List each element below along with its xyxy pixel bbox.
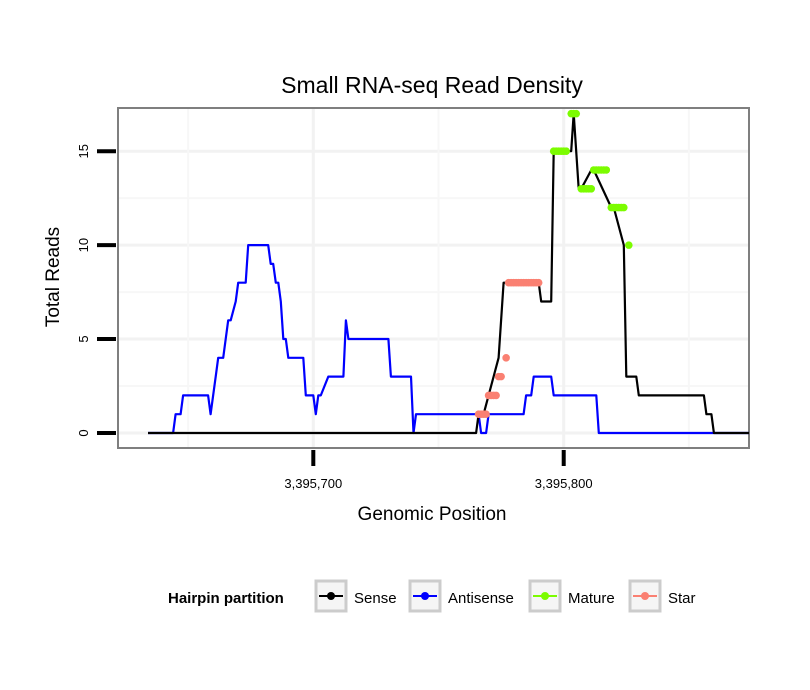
y-tick-label: 5	[76, 335, 91, 342]
x-tick-label: 3,395,800	[535, 476, 593, 491]
legend-key-point	[327, 592, 335, 600]
legend-entry-sense: Sense	[314, 579, 397, 613]
series-points	[474, 109, 633, 418]
legend-label-star: Star	[668, 590, 696, 607]
legend-label-mature: Mature	[568, 590, 615, 607]
data-point-star	[502, 354, 510, 362]
data-point-mature	[625, 241, 633, 249]
data-point-mature	[562, 147, 571, 156]
y-axis-title: Total Reads	[43, 227, 64, 327]
legend-entry-antisense: Antisense	[408, 579, 514, 613]
legend-label-sense: Sense	[354, 590, 397, 607]
data-point-mature	[572, 109, 581, 118]
data-point-star	[534, 278, 543, 287]
data-point-mature	[587, 184, 596, 193]
legend-title: Hairpin partition	[168, 590, 284, 607]
data-point-mature	[620, 203, 628, 212]
chart-title: Small RNA-seq Read Density	[281, 72, 583, 98]
legend-label-antisense: Antisense	[448, 590, 514, 607]
data-point-star	[497, 372, 505, 381]
legend-entry-star: Star	[628, 579, 696, 613]
legend-entry-mature: Mature	[528, 579, 615, 613]
legend-key-point	[541, 592, 549, 600]
y-tick-label: 15	[76, 144, 91, 158]
x-axis-title: Genomic Position	[358, 504, 507, 525]
x-axis: 3,395,700 3,395,800	[284, 450, 593, 491]
y-tick-label: 0	[76, 429, 91, 436]
y-axis: 0 5 10 15	[76, 144, 116, 437]
legend-key-point	[641, 592, 649, 600]
data-point-star	[482, 410, 490, 418]
data-point-mature	[602, 166, 611, 174]
legend: Hairpin partition Sense Antisense Mature St…	[168, 579, 696, 613]
plot-panel	[117, 107, 750, 449]
x-tick-label: 3,395,700	[284, 476, 342, 491]
legend-key-point	[421, 592, 429, 600]
data-point-star	[492, 391, 500, 400]
y-tick-label: 10	[76, 238, 91, 252]
series-line-antisense	[148, 244, 749, 435]
